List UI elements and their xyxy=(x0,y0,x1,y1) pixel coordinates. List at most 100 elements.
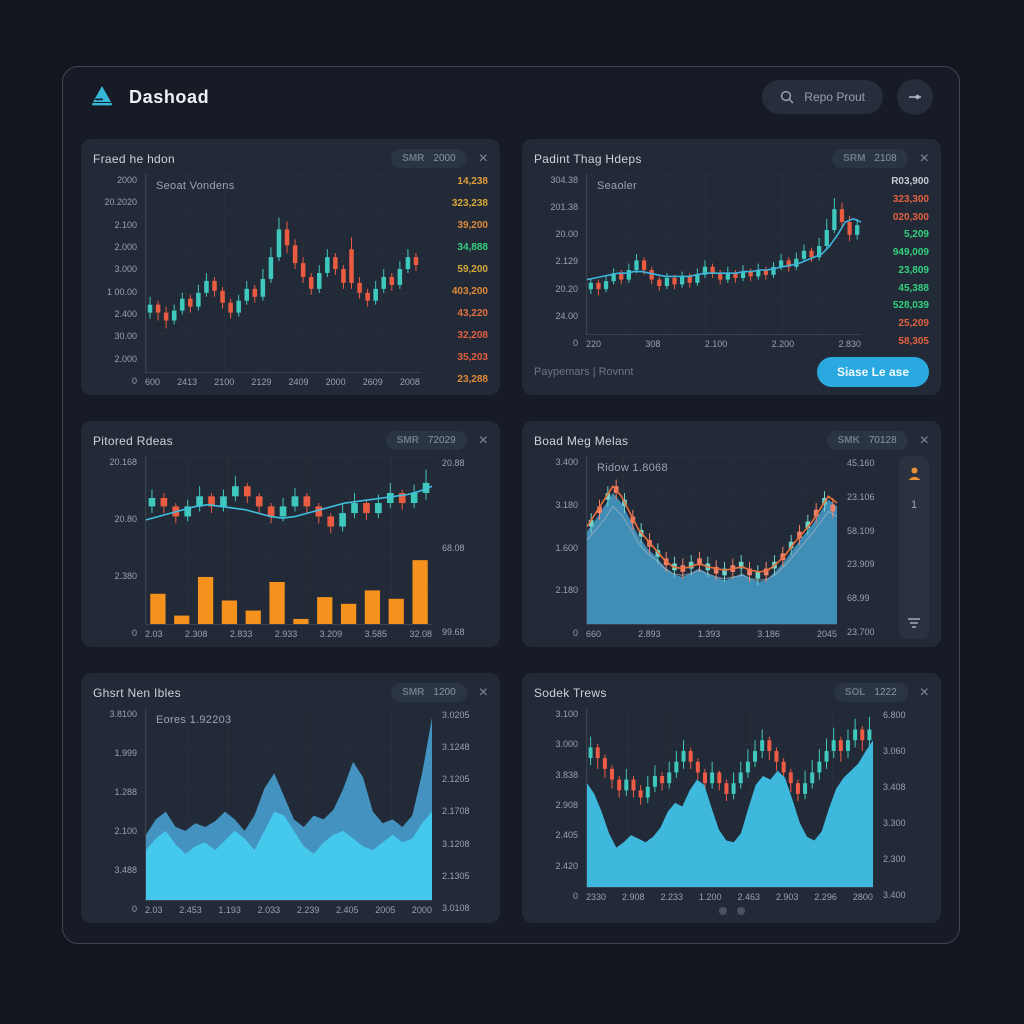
x-tick: 2.833 xyxy=(229,629,253,639)
x-tick: 2413 xyxy=(177,377,198,387)
close-icon[interactable]: × xyxy=(919,683,929,701)
y-tick: 1.600 xyxy=(555,542,578,553)
app-logo-icon xyxy=(92,86,112,106)
symbol-badge[interactable]: SRM 2108 xyxy=(832,149,908,168)
panel-title: Padint Thag Hdeps xyxy=(534,151,642,166)
right-tick: 3.400 xyxy=(883,890,906,900)
tune-button[interactable] xyxy=(897,79,933,115)
right-tick: 23.909 xyxy=(847,559,875,570)
symbol-badge[interactable]: SOL 1222 xyxy=(833,683,908,702)
x-tick: 2000 xyxy=(325,377,346,387)
chart-label: Ridow 1.8068 xyxy=(597,462,668,474)
x-tick: 2.453 xyxy=(179,905,202,915)
x-tick: 3.186 xyxy=(757,629,780,639)
price-list: R03,900 323,300 020,300 5,209 949,009 23,809 4… xyxy=(867,174,929,349)
price-value: 14,238 xyxy=(457,176,488,187)
x-tick: 1.393 xyxy=(697,629,721,639)
release-button[interactable]: Siase Le ase xyxy=(816,357,929,387)
panel-title: Ghsrt Nen Ibles xyxy=(93,685,181,700)
y-tick: 2.000 xyxy=(114,241,137,252)
right-tick: 68.08 xyxy=(442,542,465,553)
right-axis-labels: 20.88 68.08 99.68 xyxy=(438,456,488,639)
x-tick: 2609 xyxy=(362,377,383,387)
y-tick: 20.00 xyxy=(555,229,578,240)
x-tick: 2.405 xyxy=(336,905,359,915)
y-tick: 2.400 xyxy=(114,308,137,319)
toolbar-count[interactable]: 1 xyxy=(910,499,918,511)
x-axis-labels: 220 308 2.100 2.200 2.830 xyxy=(586,339,861,349)
x-tick: 2.893 xyxy=(638,629,661,639)
x-tick: 2000 xyxy=(411,905,432,915)
symbol-badge[interactable]: SMR 1200 xyxy=(391,683,467,702)
panel-title: Sodek Trews xyxy=(534,685,607,700)
x-tick: 2.903 xyxy=(775,892,799,902)
symbol-badge[interactable]: SMK 70128 xyxy=(826,431,908,450)
candlestick-volume-chart xyxy=(145,456,432,625)
right-axis-labels: 6.800 3.060 3.408 3.300 2.300 3.400 xyxy=(879,708,929,902)
x-tick: 2409 xyxy=(288,377,309,387)
x-tick: 308 xyxy=(645,339,661,349)
symbol-badge[interactable]: SMR 2000 xyxy=(391,149,467,168)
dashboard-window: Dashoad Repo Prout Fraed he hdon SMR xyxy=(62,66,960,944)
right-tick: 2.1708 xyxy=(442,806,470,817)
right-tick: 2.300 xyxy=(883,854,906,864)
filter-icon[interactable] xyxy=(907,617,921,629)
panel-title: Fraed he hdon xyxy=(93,151,175,166)
panel-area: Ghsrt Nen Ibles SMR 1200 × 3.8100 1.999 1.… xyxy=(81,673,500,923)
right-tick: 3.060 xyxy=(883,746,906,756)
y-tick: 20.20 xyxy=(555,283,578,294)
price-value: 5,209 xyxy=(903,229,929,241)
x-tick: 2.296 xyxy=(814,892,837,902)
symbol-badge[interactable]: SMR 72029 xyxy=(385,431,467,450)
y-tick: 2.405 xyxy=(555,830,578,841)
candlestick-area-chart xyxy=(586,708,873,888)
close-icon[interactable]: × xyxy=(478,683,488,701)
y-tick: 3.180 xyxy=(555,499,578,510)
price-value: 45,388 xyxy=(898,282,929,294)
y-tick: 20.168 xyxy=(109,457,137,467)
pagination-dot[interactable] xyxy=(736,907,745,915)
close-icon[interactable]: × xyxy=(919,431,929,449)
price-value: 323,238 xyxy=(451,198,488,209)
y-tick: 3.000 xyxy=(555,739,578,750)
close-icon[interactable]: × xyxy=(478,149,488,167)
y-tick: 2.000 xyxy=(114,353,137,364)
y-tick: 0 xyxy=(572,337,578,348)
price-value: 25,209 xyxy=(898,318,929,330)
y-tick: 304.38 xyxy=(550,175,578,185)
tune-icon xyxy=(909,94,921,100)
right-tick: 99.68 xyxy=(442,627,465,637)
y-axis-labels: 3.100 3.000 3.838 2.908 2.405 2.420 0 xyxy=(534,708,580,902)
x-tick: 2.830 xyxy=(838,339,861,349)
panels-grid: Fraed he hdon SMR 2000 × 2000 20.2020 2.10… xyxy=(63,127,959,943)
right-tick: 3.300 xyxy=(883,818,906,828)
y-tick: 24.00 xyxy=(555,310,578,321)
y-tick: 30.00 xyxy=(114,331,137,342)
pagination-dot[interactable] xyxy=(718,907,727,915)
close-icon[interactable]: × xyxy=(478,431,488,449)
candlestick-chart: Seaoler xyxy=(586,174,861,335)
user-icon[interactable] xyxy=(907,466,922,481)
x-tick: 1.193 xyxy=(218,905,241,915)
y-tick: 2.380 xyxy=(114,571,137,581)
y-tick: 1.288 xyxy=(114,787,137,797)
price-value: 39,200 xyxy=(457,220,488,231)
close-icon[interactable]: × xyxy=(919,149,929,167)
y-axis-labels: 3.400 3.180 1.600 2.180 0 xyxy=(534,456,580,639)
x-tick: 660 xyxy=(586,629,602,639)
panel-area-candles: Boad Meg Melas SMK 70128 × 3.400 3.180 1.6… xyxy=(522,421,941,647)
candlestick-chart: Seoat Vondens xyxy=(145,174,420,373)
right-tick: 6.800 xyxy=(883,710,906,720)
x-axis-labels: 2330 2.908 2.233 1.200 2.463 2.903 2.296 2800 xyxy=(586,892,873,902)
x-tick: 2008 xyxy=(399,377,420,387)
search-button[interactable]: Repo Prout xyxy=(762,80,883,114)
x-tick: 2.233 xyxy=(660,892,683,902)
y-tick: 0 xyxy=(131,375,137,386)
y-tick: 2.908 xyxy=(555,799,578,810)
right-tick: 58.109 xyxy=(847,525,875,536)
y-tick: 3.400 xyxy=(555,457,578,467)
right-tick: 3.408 xyxy=(883,782,906,792)
panel-candles-volume: Pitored Rdeas SMR 72029 × 20.168 20.80 2.3… xyxy=(81,421,500,647)
x-tick: 2100 xyxy=(214,377,235,387)
chart-toolbar: 1 xyxy=(899,456,929,639)
